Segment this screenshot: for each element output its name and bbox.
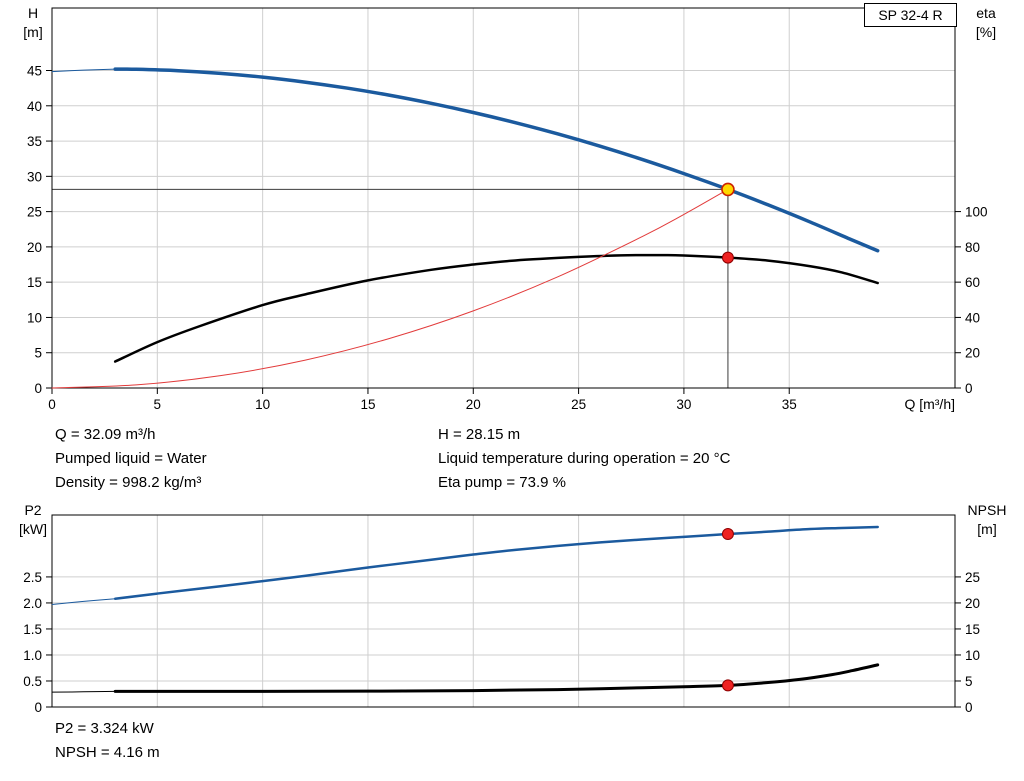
y-left-tick-label: 35	[27, 134, 42, 149]
eta-point	[721, 251, 734, 264]
eta-axis-title: eta [%]	[960, 4, 1012, 42]
y-left-tick-label: 0	[34, 381, 42, 396]
info-head: H = 28.15 m	[438, 426, 521, 443]
p2-axis-title: P2 [kW]	[11, 501, 55, 539]
duty-point	[721, 182, 735, 197]
x-tick-label: 0	[48, 397, 56, 412]
p2-axis-symbol: P2	[24, 502, 42, 518]
y-right-tick-label: 20	[965, 346, 980, 361]
y-right-tick-label: 100	[965, 205, 988, 220]
plot-border	[51, 7, 956, 389]
power-npsh-info: P2 = 3.324 kW NPSH = 4.16 m	[55, 717, 160, 765]
pump-model-badge: SP 32-4 R	[864, 3, 957, 27]
y-left-tick-label: 2.0	[23, 596, 42, 611]
system-curve	[51, 188, 729, 389]
y-left-tick-label: 0	[34, 700, 42, 715]
info-flow: Q = 32.09 m³/h	[55, 426, 156, 443]
y-right-tick-label: 80	[965, 240, 980, 255]
y-right-tick-label: 10	[965, 648, 980, 663]
p2-curve-lead-in	[51, 598, 116, 605]
x-tick-label: 30	[676, 397, 691, 412]
p2-point	[721, 528, 734, 541]
efficiency-curve	[113, 253, 879, 363]
y-left-tick-label: 30	[27, 169, 42, 184]
y-right-tick-label: 40	[965, 310, 980, 325]
y-right-tick-label: 0	[965, 381, 973, 396]
y-left-tick-label: 5	[34, 346, 42, 361]
y-left-tick-label: 1.5	[23, 622, 42, 637]
y-right-tick-label: 25	[965, 570, 980, 585]
x-tick-label: 15	[360, 397, 375, 412]
y-left-tick-label: 20	[27, 240, 42, 255]
head-curve	[113, 67, 880, 253]
y-left-tick-label: 10	[27, 310, 42, 325]
y-left-tick-label: 40	[27, 99, 42, 114]
h-axis-title: H [m]	[11, 4, 55, 42]
x-tick-label: 5	[154, 397, 162, 412]
npsh-axis-unit: [m]	[977, 521, 997, 537]
operating-point-info-left: Q = 32.09 m³/h Pumped liquid = Water Den…	[55, 423, 207, 495]
head-eta-chart: 0 5 10 15 20 25 30 35 0 5 10 15 20 25 30 35 40 45 0 20 40 60 8…	[27, 7, 988, 412]
npsh-point	[721, 679, 734, 692]
y-right-tick-label: 60	[965, 275, 980, 290]
q-axis-label: Q [m³/h]	[904, 396, 955, 412]
y-left-tick-label: 2.5	[23, 570, 42, 585]
y-left-tick-label: 45	[27, 64, 42, 79]
y-right-tick-label: 20	[965, 596, 980, 611]
eta-axis-unit: [%]	[975, 24, 997, 40]
x-tick-label: 20	[466, 397, 481, 412]
x-tick-label: 10	[255, 397, 270, 412]
operating-point-info-right: H = 28.15 m Liquid temperature during op…	[438, 423, 730, 495]
npsh-axis-title: NPSH [m]	[956, 501, 1018, 539]
y-left-tick-label: 0.5	[23, 674, 42, 689]
head-curve-lead-in	[51, 68, 116, 73]
y-right-tick-label: 0	[965, 700, 973, 715]
y-right-tick-label: 15	[965, 622, 980, 637]
x-tick-label: 35	[782, 397, 797, 412]
info-density: Density = 998.2 kg/m³	[55, 474, 202, 491]
info-p2: P2 = 3.324 kW	[55, 720, 154, 737]
p2-npsh-chart: 0 0.5 1.0 1.5 2.0 2.5 0 5 10 15 20 25	[23, 514, 980, 715]
eta-axis-symbol: eta	[976, 5, 996, 21]
h-axis-unit: [m]	[23, 24, 43, 40]
y-right-tick-label: 5	[965, 674, 973, 689]
npsh-curve	[113, 663, 880, 693]
info-npsh: NPSH = 4.16 m	[55, 744, 160, 761]
plot-border	[51, 514, 956, 708]
info-pumped-liquid: Pumped liquid = Water	[55, 450, 207, 467]
npsh-axis-symbol: NPSH	[967, 502, 1007, 518]
p2-axis-unit: [kW]	[19, 521, 47, 537]
y-left-tick-label: 1.0	[23, 648, 42, 663]
y-left-tick-label: 15	[27, 275, 42, 290]
info-eta-pump: Eta pump = 73.9 %	[438, 474, 566, 491]
npsh-curve-lead-in	[51, 690, 116, 693]
y-left-tick-label: 25	[27, 205, 42, 220]
p2-curve	[113, 525, 879, 601]
x-tick-label: 25	[571, 397, 586, 412]
h-axis-symbol: H	[27, 5, 39, 21]
info-liquid-temperature: Liquid temperature during operation = 20…	[438, 450, 731, 467]
